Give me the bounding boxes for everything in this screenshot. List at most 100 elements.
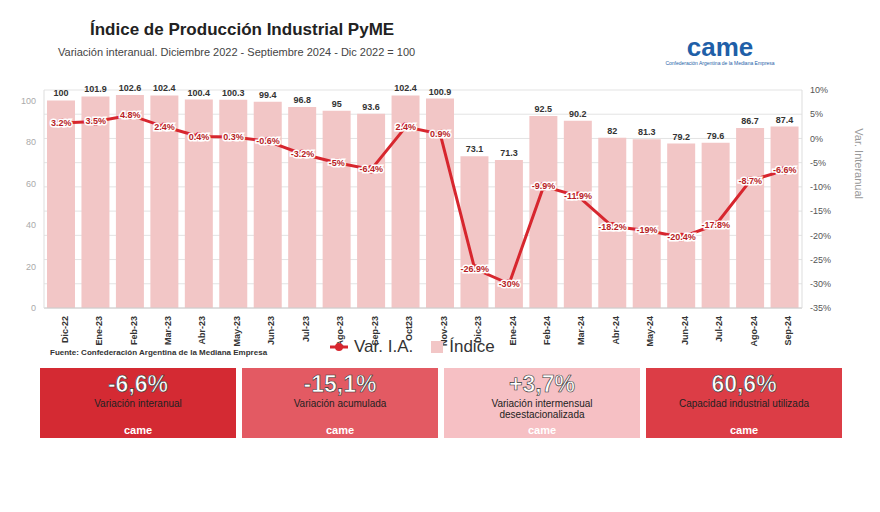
svg-text:100: 100 (53, 88, 68, 98)
svg-text:0.9%: 0.9% (430, 129, 451, 139)
svg-text:71.3: 71.3 (500, 148, 518, 158)
svg-text:2.4%: 2.4% (154, 122, 175, 132)
svg-text:-30%: -30% (499, 279, 520, 289)
html-text:Variación acumulada: Variación acumulada (293, 398, 387, 409)
svg-text:99.4: 99.4 (259, 90, 277, 100)
svg-text:3.5%: 3.5% (85, 116, 106, 126)
svg-text:-11.9%: -11.9% (564, 191, 592, 201)
svg-text:-17.8%: -17.8% (702, 220, 731, 230)
svg-text:-6.4%: -6.4% (360, 164, 384, 174)
svg-text:81.3: 81.3 (638, 127, 656, 137)
html-text:-6,6%: -6,6% (108, 371, 168, 397)
html-text:came: came (123, 424, 153, 436)
svg-text:-25%: -25% (810, 255, 831, 265)
html-text:came: came (527, 424, 557, 436)
html-text:Variación intermensual desesta: Variación intermensual desestacionalizad… (491, 398, 593, 420)
svg-text:Mar-23: Mar-23 (163, 316, 173, 345)
svg-text:90.2: 90.2 (569, 109, 587, 119)
svg-text:-20.4%: -20.4% (667, 232, 696, 242)
svg-text:Mar-24: Mar-24 (576, 316, 586, 345)
svg-text:79.6: 79.6 (707, 131, 725, 141)
svg-text:May-24: May-24 (645, 316, 655, 347)
svg-text:-3.2%: -3.2% (291, 149, 315, 159)
svg-text:Sep-23: Sep-23 (369, 316, 380, 346)
svg-text:-6.6%: -6.6% (773, 165, 797, 175)
svg-text:100.9: 100.9 (429, 87, 452, 97)
html-text:Var. I.A.: Var. I.A. (354, 337, 414, 356)
html-text:came: came (686, 32, 754, 62)
svg-text:102.4: 102.4 (394, 83, 417, 93)
svg-text:Jun-23: Jun-23 (266, 316, 276, 345)
svg-text:82: 82 (607, 126, 617, 136)
svg-text:96.8: 96.8 (293, 95, 311, 105)
svg-text:-5%: -5% (329, 158, 345, 168)
svg-text:-19%: -19% (636, 225, 657, 235)
svg-text:Ago-24: Ago-24 (749, 316, 759, 347)
svg-text:93.6: 93.6 (362, 102, 380, 112)
svg-text:Jul-24: Jul-24 (714, 316, 724, 342)
html-text:Capacidad industrial utilizada: Capacidad industrial utilizada (679, 398, 809, 409)
svg-text:80: 80 (26, 137, 36, 147)
svg-text:95: 95 (332, 99, 342, 109)
svg-text:Oct23: Oct23 (404, 316, 415, 341)
html-text:Variación interanual. Diciembr: Variación interanual. Diciembre 2022 - S… (58, 46, 416, 58)
svg-text:Abr-23: Abr-23 (197, 316, 207, 345)
svg-text:Jun-24: Jun-24 (680, 316, 690, 345)
svg-text:102.6: 102.6 (119, 83, 142, 93)
svg-text:-26.9%: -26.9% (460, 264, 489, 274)
svg-text:4.8%: 4.8% (120, 110, 141, 120)
svg-text:87.4: 87.4 (776, 115, 794, 125)
svg-text:100.4: 100.4 (188, 88, 211, 98)
svg-text:102.4: 102.4 (153, 83, 176, 93)
svg-text:2.4%: 2.4% (396, 122, 417, 132)
svg-text:-9.9%: -9.9% (532, 181, 556, 191)
html-text:+3,7%: +3,7% (509, 371, 575, 397)
svg-text:-0.6%: -0.6% (256, 136, 280, 146)
svg-text:Dic-23: Dic-23 (473, 316, 484, 343)
svg-text:10%: 10% (810, 85, 828, 95)
svg-text:Ene-24: Ene-24 (508, 316, 518, 346)
html-text:Índice de Producción Industria: Índice de Producción Industrial PyME (90, 20, 395, 39)
svg-text:-35%: -35% (810, 303, 831, 313)
svg-text:-5%: -5% (810, 158, 826, 168)
html-text:Índice: Índice (449, 337, 495, 356)
svg-text:-15%: -15% (810, 206, 831, 216)
svg-text:79.2: 79.2 (672, 132, 690, 142)
svg-text:-10%: -10% (810, 182, 831, 192)
svg-text:Ene-23: Ene-23 (94, 316, 104, 346)
svg-text:73.1: 73.1 (466, 144, 484, 154)
html-text:came: came (729, 424, 759, 436)
html-text:-15,1%: -15,1% (303, 371, 377, 397)
svg-text:-20%: -20% (810, 231, 831, 241)
svg-text:86.7: 86.7 (741, 116, 759, 126)
svg-text:Sep-24: Sep-24 (783, 316, 793, 346)
svg-text:-30%: -30% (810, 279, 831, 289)
svg-text:0.3%: 0.3% (223, 132, 244, 142)
svg-text:Feb-23: Feb-23 (129, 316, 139, 345)
svg-text:May-23: May-23 (232, 316, 242, 347)
svg-text:92.5: 92.5 (535, 104, 553, 114)
svg-text:60: 60 (26, 179, 36, 189)
svg-text:0%: 0% (810, 134, 823, 144)
svg-text:100: 100 (21, 96, 36, 106)
svg-text:-8.7%: -8.7% (739, 176, 763, 186)
svg-text:101.9: 101.9 (84, 84, 107, 94)
svg-text:3.2%: 3.2% (51, 118, 72, 128)
svg-text:Feb-24: Feb-24 (542, 316, 552, 345)
svg-text:0.4%: 0.4% (189, 132, 210, 142)
svg-text:Dic-22: Dic-22 (60, 316, 70, 343)
html-text:came: came (325, 424, 355, 436)
svg-text:0: 0 (31, 303, 36, 313)
svg-text:-18.2%: -18.2% (598, 222, 627, 232)
svg-text:Var. Interanual: Var. Interanual (853, 128, 865, 199)
svg-text:100.3: 100.3 (222, 88, 245, 98)
html-text:Variación interanual: Variación interanual (94, 398, 182, 409)
svg-text:20: 20 (26, 262, 36, 272)
svg-text:Jul-23: Jul-23 (301, 316, 311, 342)
html-text:60,6%: 60,6% (711, 371, 777, 397)
svg-text:Ago-23: Ago-23 (335, 316, 345, 347)
svg-text:40: 40 (26, 220, 36, 230)
svg-text:Nov-23: Nov-23 (438, 316, 449, 346)
svg-text:5%: 5% (810, 109, 823, 119)
svg-text:Abr-24: Abr-24 (611, 316, 621, 345)
